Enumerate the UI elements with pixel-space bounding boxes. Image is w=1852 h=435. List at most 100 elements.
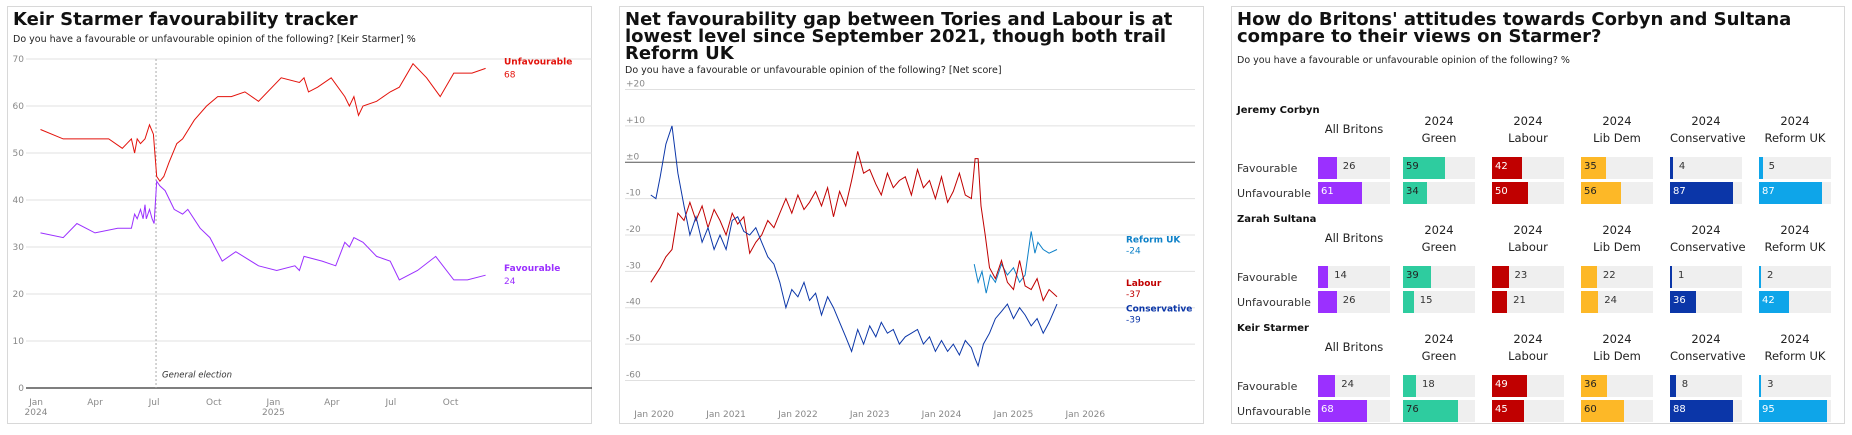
x-tick-label: Apr (324, 398, 340, 408)
x-tick-label: Jan (266, 398, 281, 408)
bar-fill (1492, 157, 1523, 179)
bar-track: 26 (1318, 157, 1390, 179)
bar-track: 39 (1403, 266, 1475, 288)
bar-track: 87 (1759, 182, 1831, 204)
y-tick-label: 50 (13, 149, 25, 159)
row-label: Favourable (1237, 162, 1298, 175)
column-header: 2024 Labour (1492, 113, 1564, 147)
bar-fill (1492, 400, 1525, 422)
column-header-line: 2024 (1513, 332, 1543, 346)
column-header-line: 2024 (1424, 114, 1454, 128)
x-tick-label: Jul (384, 398, 396, 408)
bar-value-label: 2 (1767, 270, 1774, 281)
y-tick-label: 30 (13, 243, 25, 253)
y-tick-label: -40 (626, 298, 641, 308)
bar-fill (1759, 375, 1762, 397)
bar-fill (1492, 291, 1508, 313)
chart-title: Net favourability gap between Tories and… (625, 11, 1172, 63)
bar-track: 5 (1759, 157, 1831, 179)
chart-title: Keir Starmer favourability tracker (13, 9, 358, 30)
column-header-line: 2024 (1424, 332, 1454, 346)
bar-track: 59 (1403, 157, 1475, 179)
row-label: Unfavourable (1237, 296, 1311, 309)
series-name-label: Conservative (1126, 304, 1192, 314)
bar-value-label: 3 (1767, 379, 1774, 390)
attitudes-panel: How do Britons' attitudes towards Corbyn… (1231, 6, 1845, 424)
series-line-reform-uk (973, 231, 1058, 294)
bar-value-label: 59 (1406, 161, 1419, 172)
bar-fill (1403, 291, 1414, 313)
y-tick-label: 10 (13, 337, 25, 347)
bar-track: 42 (1759, 291, 1831, 313)
x-tick-label: Jul (148, 398, 160, 408)
bar-track: 49 (1492, 375, 1564, 397)
y-tick-label: 70 (13, 55, 25, 65)
bar-track: 2 (1759, 266, 1831, 288)
row-label: Favourable (1237, 380, 1298, 393)
bar-value-label: 45 (1495, 404, 1508, 415)
y-tick-label: 40 (13, 196, 25, 206)
column-header-sub: Labour (1508, 349, 1548, 363)
row-label: Unfavourable (1237, 405, 1311, 418)
x-tick-year-label: 2025 (262, 408, 285, 418)
bar-track: 56 (1581, 182, 1653, 204)
column-header: 2024 Labour (1492, 331, 1564, 365)
bar-fill (1581, 400, 1625, 422)
column-header: 2024 Conservative (1670, 331, 1746, 365)
net-score-line-chart: +20 +10 ±0 -10 -20 -30 -40 -50 -60 Jan 2020 Jan 20… (625, 80, 1195, 420)
column-header-line: 2024 (1513, 223, 1543, 237)
bar-value-label: 35 (1584, 161, 1597, 172)
column-header-sub: Conservative (1670, 240, 1746, 254)
bar-value-label: 24 (1604, 295, 1617, 306)
column-header-line: All Britons (1324, 122, 1384, 136)
column-header: 2024 Lib Dem (1581, 113, 1653, 147)
column-header-line: 2024 (1691, 223, 1721, 237)
y-tick-label: -20 (626, 225, 641, 235)
bar-track: 4 (1670, 157, 1742, 179)
bar-fill (1759, 291, 1790, 313)
column-header-line: 2024 (1424, 223, 1454, 237)
y-tick-label: -10 (626, 189, 641, 199)
bar-fill (1318, 375, 1336, 397)
x-tick-label: Jan 2020 (633, 410, 674, 420)
bar-track: 3 (1759, 375, 1831, 397)
bar-value-label: 21 (1513, 295, 1526, 306)
bar-fill (1492, 182, 1528, 204)
series-end-value: -39 (1126, 315, 1141, 325)
bar-value-label: 49 (1495, 379, 1508, 390)
bar-value-label: 42 (1762, 295, 1775, 306)
bar-fill (1318, 291, 1337, 313)
column-header-line: 2024 (1691, 332, 1721, 346)
series-name-label: Favourable (504, 264, 560, 274)
bar-track: 1 (1670, 266, 1742, 288)
y-tick-label: -30 (626, 261, 641, 271)
bar-value-label: 26 (1342, 295, 1356, 306)
bar-value-label: 61 (1321, 186, 1334, 197)
column-header: 2024 Green (1403, 331, 1475, 365)
column-header: 2024 Reform UK (1759, 113, 1831, 147)
series-name-label: Labour (1126, 279, 1162, 289)
column-header-sub: Labour (1508, 131, 1548, 145)
column-header-line: All Britons (1324, 340, 1384, 354)
x-tick-label: Jan (28, 398, 43, 408)
column-header-line: 2024 (1691, 114, 1721, 128)
bar-fill (1318, 266, 1329, 288)
x-tick-label: Apr (87, 398, 103, 408)
series-end-value: -37 (1126, 290, 1141, 300)
bar-value-label: 56 (1584, 186, 1597, 197)
title-line: How do Britons' attitudes towards Corbyn… (1237, 9, 1792, 30)
bar-value-label: 34 (1406, 186, 1419, 197)
bar-track: 18 (1403, 375, 1475, 397)
column-header: 2024 Green (1403, 113, 1475, 147)
bar-value-label: 24 (1341, 379, 1354, 390)
bar-value-label: 5 (1768, 161, 1775, 172)
bar-track: 61 (1318, 182, 1390, 204)
bar-track: 8 (1670, 375, 1742, 397)
bar-fill (1581, 291, 1599, 313)
row-label: Favourable (1237, 271, 1298, 284)
bar-track: 22 (1581, 266, 1653, 288)
chart-subtitle: Do you have a favourable or unfavourable… (625, 65, 1002, 76)
column-header-sub: Lib Dem (1593, 131, 1641, 145)
column-header-sub: Green (1421, 131, 1457, 145)
column-header: 2024 Green (1403, 222, 1475, 256)
